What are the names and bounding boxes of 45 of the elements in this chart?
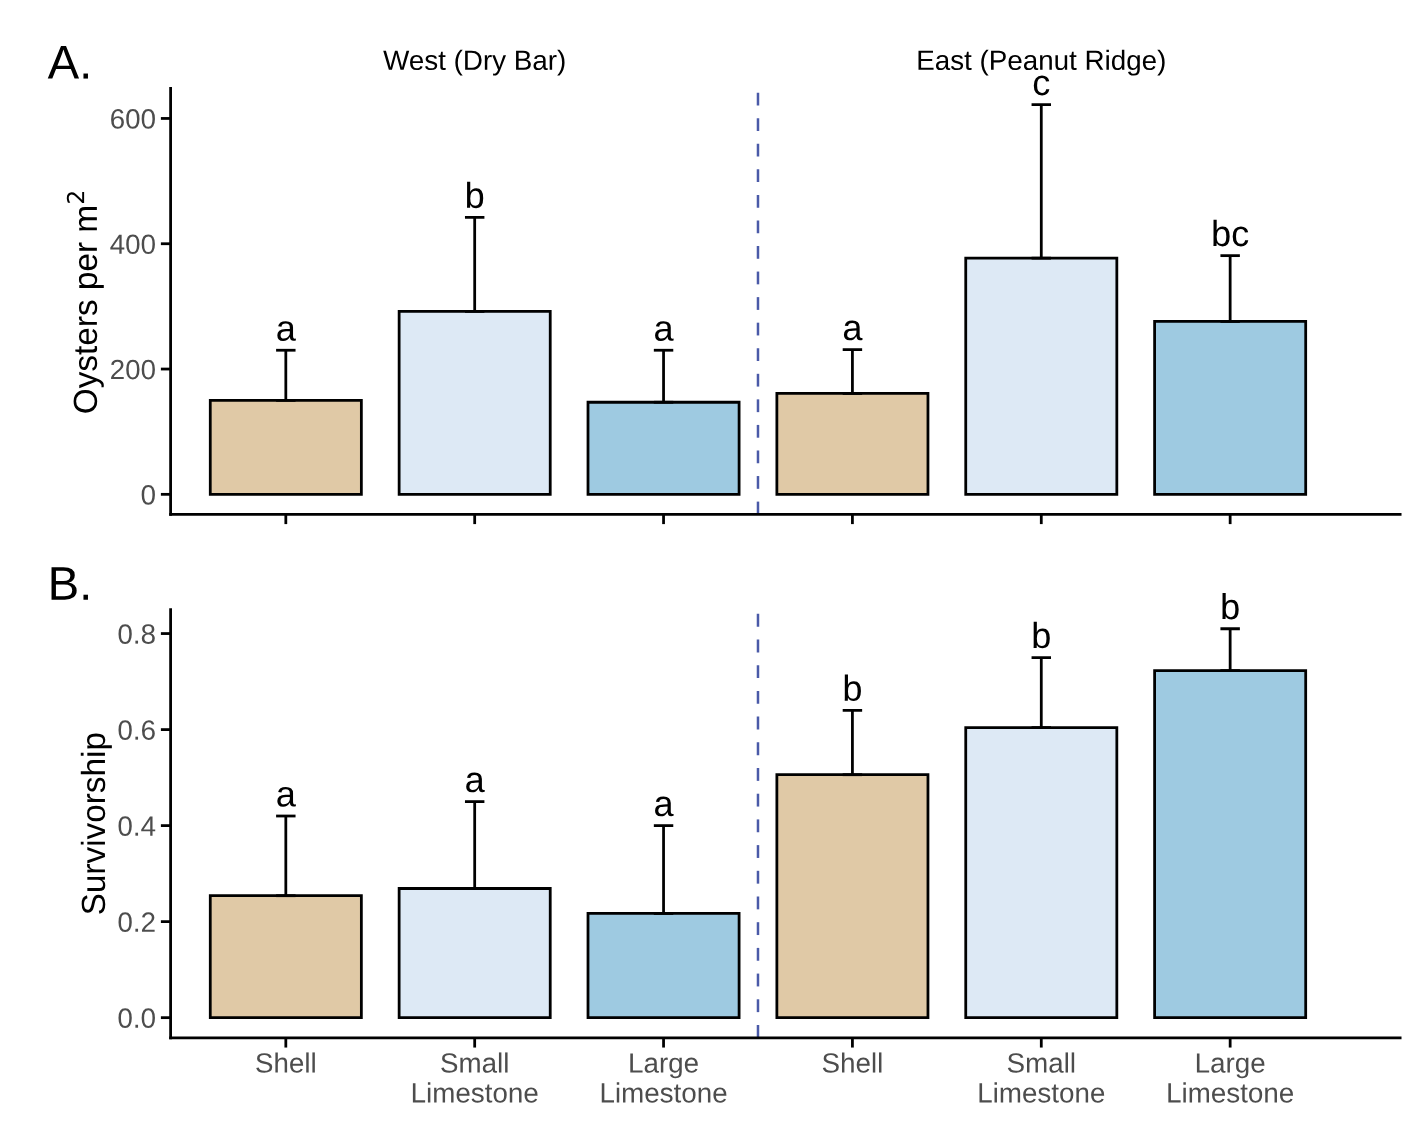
chart-title: A.	[47, 46, 88, 79]
bar	[586, 912, 741, 1020]
annotation: b	[1222, 592, 1239, 620]
x-tick-label: Shell	[256, 1052, 315, 1073]
x-tick-label: Small Limestone	[979, 1052, 1105, 1103]
y-tick-label: 0.2	[118, 912, 155, 932]
y-tick-label: 400	[110, 234, 155, 255]
x-tick-label: Small Limestone	[412, 1052, 538, 1103]
bar	[208, 398, 363, 496]
bar	[964, 726, 1119, 1020]
annotation: a	[277, 786, 296, 807]
annotation: b	[1033, 621, 1050, 649]
bar	[775, 773, 930, 1020]
text: East (Peanut Ridge)	[918, 49, 1165, 76]
text: West (Dry Bar)	[383, 49, 565, 76]
y-tick-label: 0	[141, 485, 155, 505]
annotation: a	[655, 796, 674, 817]
x-tick-label: Large Limestone	[601, 1053, 727, 1103]
y-axis-title: Oysters per m$^{2}$	[66, 192, 104, 413]
y-axis-title: Survivorship	[80, 733, 112, 914]
annotation: c	[1033, 75, 1050, 96]
bar	[208, 894, 363, 1020]
y-tick-label: 0.8	[118, 624, 155, 644]
x-tick-label: Large Limestone	[1168, 1053, 1293, 1103]
annotation: b	[466, 181, 484, 209]
y-tick-label: 200	[111, 359, 155, 380]
y-tick-label: 600	[111, 109, 155, 129]
annotation: b	[844, 674, 861, 702]
bar	[964, 256, 1119, 496]
chart-title: B.	[51, 567, 88, 600]
bar	[1153, 320, 1308, 496]
annotation: a	[277, 321, 296, 341]
bar	[397, 310, 552, 496]
annotation: a	[655, 321, 674, 341]
bar	[775, 392, 930, 496]
x-tick-label: Shell	[822, 1052, 882, 1073]
bar	[586, 400, 741, 496]
bar	[1153, 669, 1308, 1020]
annotation: a	[466, 772, 485, 793]
y-tick-label: 0.0	[118, 1008, 155, 1028]
annotation: a	[843, 320, 863, 341]
annotation: bc	[1213, 219, 1249, 247]
y-tick-label: 0.4	[118, 816, 156, 836]
bar	[397, 887, 552, 1020]
y-tick-label: 0.6	[118, 720, 155, 740]
